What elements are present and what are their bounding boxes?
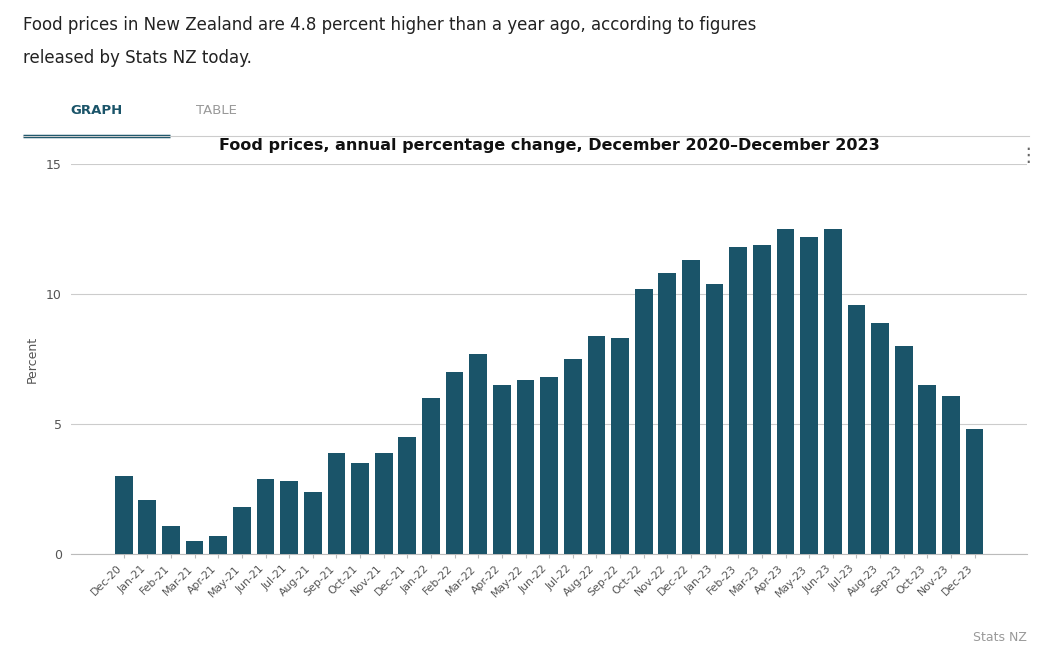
- Bar: [256, 479, 274, 554]
- Bar: [730, 247, 748, 554]
- Bar: [777, 229, 795, 554]
- Bar: [469, 354, 487, 554]
- Bar: [351, 463, 369, 554]
- Title: Food prices, annual percentage change, December 2020–December 2023: Food prices, annual percentage change, D…: [218, 138, 880, 153]
- Bar: [942, 396, 960, 554]
- Bar: [800, 237, 818, 554]
- Bar: [966, 430, 984, 554]
- Bar: [753, 245, 771, 554]
- Bar: [635, 289, 652, 554]
- Bar: [611, 338, 629, 554]
- Bar: [139, 500, 156, 554]
- Bar: [564, 359, 582, 554]
- Bar: [303, 492, 321, 554]
- Bar: [446, 372, 463, 554]
- Text: TABLE: TABLE: [196, 104, 237, 117]
- Bar: [847, 304, 865, 554]
- Text: Stats NZ: Stats NZ: [973, 631, 1027, 644]
- Y-axis label: Percent: Percent: [26, 336, 39, 382]
- Bar: [872, 323, 889, 554]
- Bar: [186, 541, 204, 554]
- Bar: [398, 438, 416, 554]
- Bar: [162, 525, 180, 554]
- Bar: [517, 380, 534, 554]
- Bar: [658, 274, 676, 554]
- Bar: [209, 536, 227, 554]
- Bar: [682, 260, 700, 554]
- Bar: [280, 482, 298, 554]
- Text: GRAPH: GRAPH: [70, 104, 123, 117]
- Bar: [422, 398, 440, 554]
- Bar: [375, 453, 393, 554]
- Text: released by Stats NZ today.: released by Stats NZ today.: [23, 49, 252, 67]
- Bar: [824, 229, 842, 554]
- Bar: [114, 476, 132, 554]
- Bar: [233, 508, 251, 554]
- Text: Food prices in New Zealand are 4.8 percent higher than a year ago, according to : Food prices in New Zealand are 4.8 perce…: [23, 16, 756, 34]
- Bar: [919, 385, 937, 554]
- Bar: [706, 283, 723, 554]
- Bar: [541, 377, 558, 554]
- Bar: [895, 346, 912, 554]
- Bar: [494, 385, 510, 554]
- Text: ⋮: ⋮: [1017, 146, 1037, 165]
- Bar: [328, 453, 345, 554]
- Bar: [588, 336, 605, 554]
